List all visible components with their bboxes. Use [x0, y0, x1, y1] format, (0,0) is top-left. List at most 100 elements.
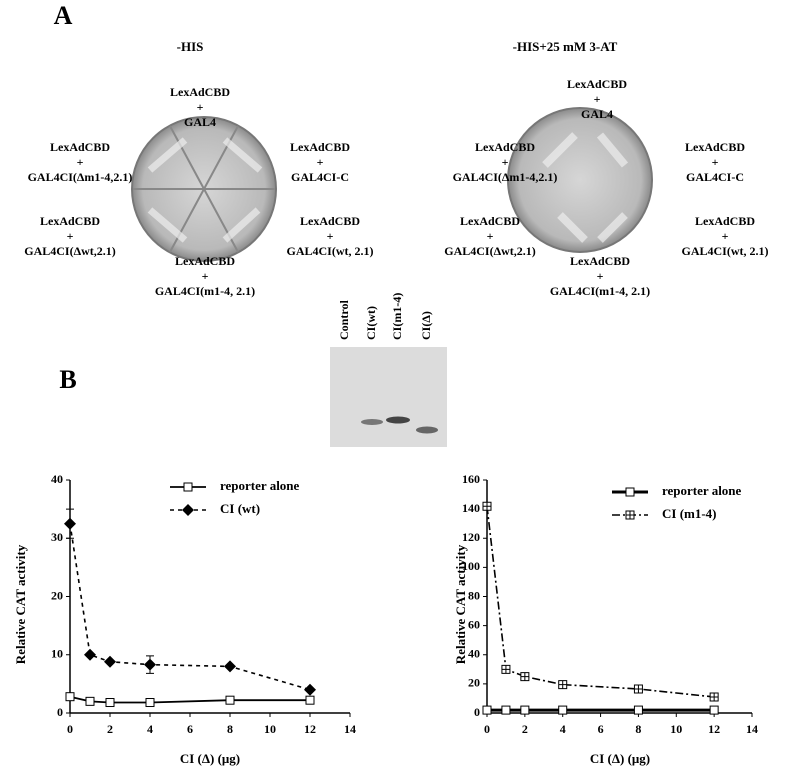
marker — [482, 501, 492, 511]
x-tick-label: 0 — [484, 722, 490, 736]
blot-band — [361, 419, 383, 425]
legend-marker — [183, 482, 193, 492]
x-tick-label: 2 — [522, 722, 528, 736]
lane-label: Control — [337, 300, 351, 340]
y-tick-label: 40 — [51, 472, 63, 486]
x-tick-label: 8 — [635, 722, 641, 736]
plate — [131, 116, 277, 262]
x-tick-label: 12 — [708, 722, 720, 736]
plate-dish — [507, 107, 653, 253]
plate-label: GAL4CI(wt, 2.1) — [287, 244, 374, 258]
plate-label: GAL4CI(Δm1-4,2.1) — [28, 170, 133, 184]
marker — [224, 660, 236, 673]
panel-letter: A — [54, 1, 73, 30]
y-tick-label: 100 — [462, 559, 480, 573]
y-tick-label: 80 — [468, 588, 480, 602]
legend-label: reporter alone — [220, 478, 300, 493]
plate-label: GAL4 — [184, 115, 216, 129]
marker — [85, 696, 95, 706]
marker — [709, 692, 719, 702]
x-tick-label: 12 — [304, 722, 316, 736]
legend-marker — [182, 504, 194, 516]
plate-label: GAL4CI(Δm1-4,2.1) — [453, 170, 558, 184]
panel-letter: B — [59, 365, 76, 394]
y-axis-label: Relative CAT activity — [453, 544, 468, 664]
legend-label: reporter alone — [662, 483, 742, 498]
marker — [304, 683, 316, 696]
y-axis-label: Relative CAT activity — [13, 544, 28, 664]
x-tick-label: 14 — [344, 722, 356, 736]
plate-label: LexAdCBD — [695, 214, 755, 228]
plate-label: GAL4CI(wt, 2.1) — [682, 244, 769, 258]
y-tick-label: 10 — [51, 647, 63, 661]
y-tick-label: 40 — [468, 647, 480, 661]
legend-marker — [625, 487, 635, 497]
x-tick-label: 6 — [598, 722, 604, 736]
marker — [501, 664, 511, 674]
x-tick-label: 14 — [746, 722, 758, 736]
x-tick-label: 6 — [187, 722, 193, 736]
plate-label: LexAdCBD — [475, 140, 535, 154]
plate-label: + — [722, 229, 729, 243]
y-tick-label: 20 — [51, 588, 63, 602]
plate-label: + — [67, 229, 74, 243]
marker — [84, 648, 96, 661]
plate-label: GAL4CI-C — [291, 170, 349, 184]
plate-label: + — [502, 155, 509, 169]
series-line — [486, 506, 715, 698]
marker — [633, 684, 643, 694]
y-tick-label: 20 — [468, 676, 480, 690]
plate-label: GAL4CI(Δwt,2.1) — [444, 244, 536, 258]
marker — [709, 705, 719, 715]
marker — [225, 695, 235, 705]
x-tick-label: 4 — [560, 722, 566, 736]
plate-title: -HIS — [177, 39, 204, 54]
plate-label: LexAdCBD — [170, 85, 230, 99]
x-tick-label: 0 — [67, 722, 73, 736]
plate-label: LexAdCBD — [567, 77, 627, 91]
plate-label: + — [712, 155, 719, 169]
blot-band — [416, 426, 438, 434]
plate-sectors — [133, 125, 275, 253]
plate-label: LexAdCBD — [685, 140, 745, 154]
plate-label: LexAdCBD — [570, 254, 630, 268]
plate — [507, 107, 653, 253]
plate-label: GAL4CI(m1-4, 2.1) — [550, 284, 650, 298]
plate-label: + — [202, 269, 209, 283]
marker — [104, 655, 116, 668]
blot-band — [386, 416, 410, 424]
legend-label: CI (wt) — [220, 501, 260, 516]
legend-label: CI (m1-4) — [662, 506, 717, 521]
marker — [558, 680, 568, 690]
x-tick-label: 10 — [264, 722, 276, 736]
plate-label: + — [317, 155, 324, 169]
marker — [520, 705, 530, 715]
lane-label: CI(wt) — [364, 306, 378, 340]
y-tick-label: 30 — [51, 530, 63, 544]
x-tick-label: 4 — [147, 722, 153, 736]
series-line — [69, 523, 311, 691]
marker — [145, 698, 155, 708]
plate-label: + — [487, 229, 494, 243]
marker — [105, 698, 115, 708]
plate-label: LexAdCBD — [50, 140, 110, 154]
y-tick-label: 140 — [462, 501, 480, 515]
y-tick-label: 160 — [462, 472, 480, 486]
x-tick-label: 10 — [670, 722, 682, 736]
blot — [330, 347, 447, 447]
plate-streaks — [147, 137, 263, 243]
plate-label: + — [594, 92, 601, 106]
plate-streaks — [542, 132, 629, 243]
y-tick-label: 120 — [462, 530, 480, 544]
legend-marker — [625, 510, 635, 520]
x-axis-label: CI (Δ) (μg) — [180, 751, 240, 766]
marker — [520, 672, 530, 682]
plate-label: + — [197, 100, 204, 114]
plate-label: LexAdCBD — [460, 214, 520, 228]
marker — [305, 695, 315, 705]
x-axis-label: CI (Δ) (μg) — [590, 751, 650, 766]
plate-label: + — [77, 155, 84, 169]
marker — [633, 705, 643, 715]
marker — [65, 692, 75, 702]
